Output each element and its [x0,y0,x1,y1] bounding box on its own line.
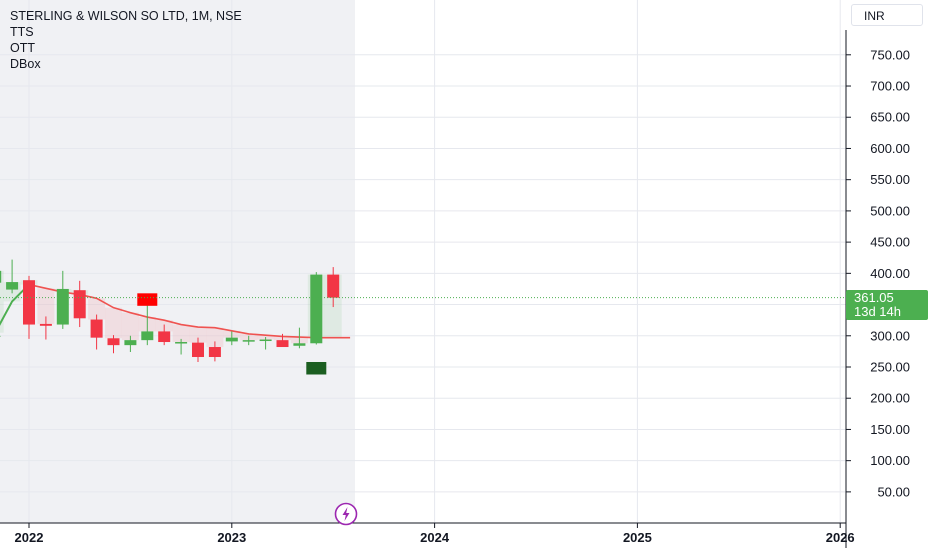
candle-body [6,282,19,290]
y-tick-label: 250.00 [870,360,910,375]
axis-lines [0,30,847,548]
candle-body [107,338,120,346]
grid-lines [0,0,846,523]
candle-body [23,280,35,325]
dbox-red [137,293,158,306]
candle-body [39,323,52,326]
currency-button[interactable]: INR [851,4,923,26]
candle-body [158,331,171,343]
candle-body [192,342,204,358]
y-tick-label: 300.00 [870,328,910,343]
y-tick-label: 200.00 [870,391,910,406]
candle-body [327,274,340,298]
candle-body [141,331,154,341]
indicator-dbox[interactable]: DBox [10,57,41,71]
y-tick-label: 700.00 [870,79,910,94]
ott-fill-band [0,270,4,333]
bar-countdown: 13d 14h [854,304,901,319]
candle-body [293,343,306,346]
x-tick-label: 2022 [15,530,44,545]
time-axis[interactable]: 2022 2023 2024 2025 2026 [15,523,855,545]
y-tick-label: 550.00 [870,172,910,187]
candle-body [56,288,69,325]
last-price-tag: 361.05 13d 14h [846,290,928,320]
ott-fill-band [206,327,224,348]
y-tick-label: 600.00 [870,141,910,156]
ott-line-up [0,283,30,338]
candle-body [208,347,221,358]
ott-fill-band [88,298,106,320]
candle-body [259,339,272,342]
candle-body [73,290,86,319]
chart-legend: STERLING & WILSON SO LTD, 1M, NSE TTS OT… [10,8,242,72]
x-tick-label: 2023 [217,530,246,545]
y-tick-label: 500.00 [870,203,910,218]
candle-body [0,270,2,283]
y-tick-label: 150.00 [870,422,910,437]
ott-fill-band [121,312,139,341]
y-tick-label: 750.00 [870,47,910,62]
candle-body [276,340,289,348]
x-tick-label: 2024 [420,530,450,545]
symbol-title[interactable]: STERLING & WILSON SO LTD, 1M, NSE [10,9,242,23]
y-tick-label: 400.00 [870,266,910,281]
indicator-ott[interactable]: OTT [10,41,35,55]
dbox-markers [137,293,327,375]
last-price-value: 361.05 [854,290,894,305]
price-axis[interactable]: 750.00 700.00 650.00 600.00 550.00 500.00 450.… [846,47,910,499]
lightning-icon[interactable] [334,502,358,526]
candle-body [124,340,137,346]
candles [0,259,340,363]
ott-fill-band [105,307,122,339]
ott-fill-band [37,288,55,324]
candle-body [310,274,323,344]
x-tick-label: 2026 [826,530,855,545]
y-tick-label: 450.00 [870,235,910,250]
indicator-tts[interactable]: TTS [10,25,34,39]
y-tick-label: 650.00 [870,110,910,125]
y-tick-label: 100.00 [870,453,910,468]
dbox-green [306,362,327,375]
x-tick-label: 2025 [623,530,652,545]
candle-body [225,337,238,342]
session-shade [0,0,355,523]
candle-body [242,340,255,342]
candle-body [175,342,188,344]
candle-body [90,319,103,338]
y-tick-label: 50.00 [877,484,910,499]
ott-fill-band [189,327,207,343]
ott-fill-band [172,324,190,343]
